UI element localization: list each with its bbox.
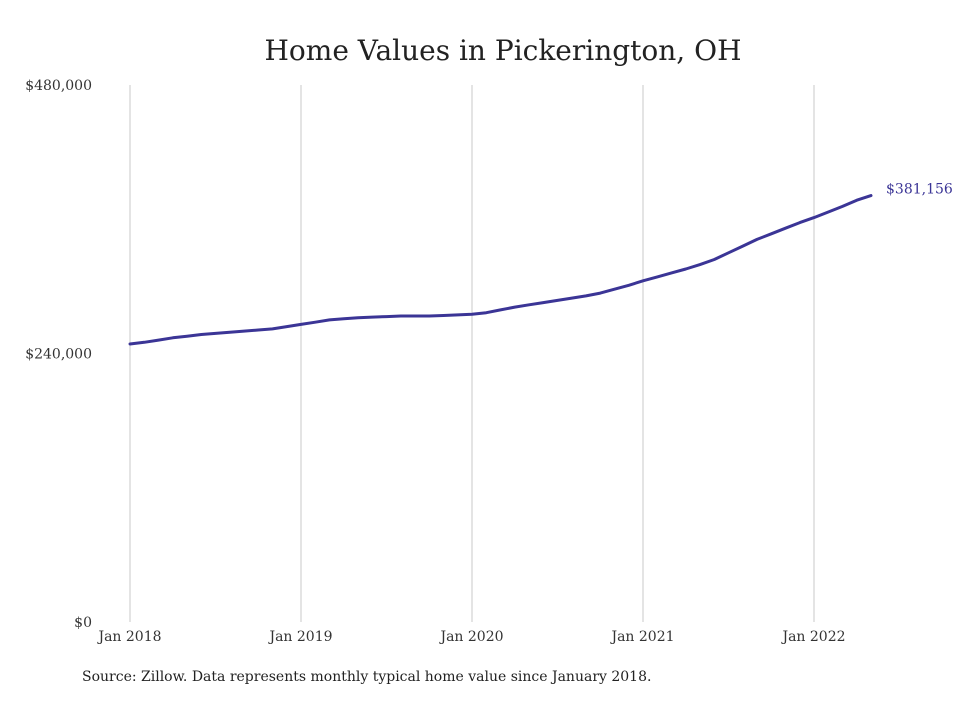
- y-tick-label: $480,000: [25, 78, 92, 94]
- y-axis-ticks: $0 $240,000 $480,000: [25, 78, 92, 631]
- end-value-label: $381,156: [886, 182, 953, 198]
- x-tick-label: Jan 2019: [267, 629, 332, 645]
- x-tick-label: Jan 2021: [609, 629, 674, 645]
- x-tick-label: Jan 2018: [96, 629, 161, 645]
- x-tick-label: Jan 2020: [438, 629, 503, 645]
- series-layer: $381,156: [128, 182, 953, 346]
- gridlines: [129, 85, 815, 622]
- y-tick-label: $0: [74, 615, 92, 631]
- chart-source-note: Source: Zillow. Data represents monthly …: [82, 669, 651, 685]
- x-axis-ticks: Jan 2018 Jan 2019 Jan 2020 Jan 2021 Jan 2022: [96, 629, 845, 645]
- x-tick-label: Jan 2022: [780, 629, 845, 645]
- chart-title: Home Values in Pickerington, OH: [265, 34, 742, 67]
- y-tick-label: $240,000: [25, 347, 92, 363]
- series-line: [128, 194, 873, 346]
